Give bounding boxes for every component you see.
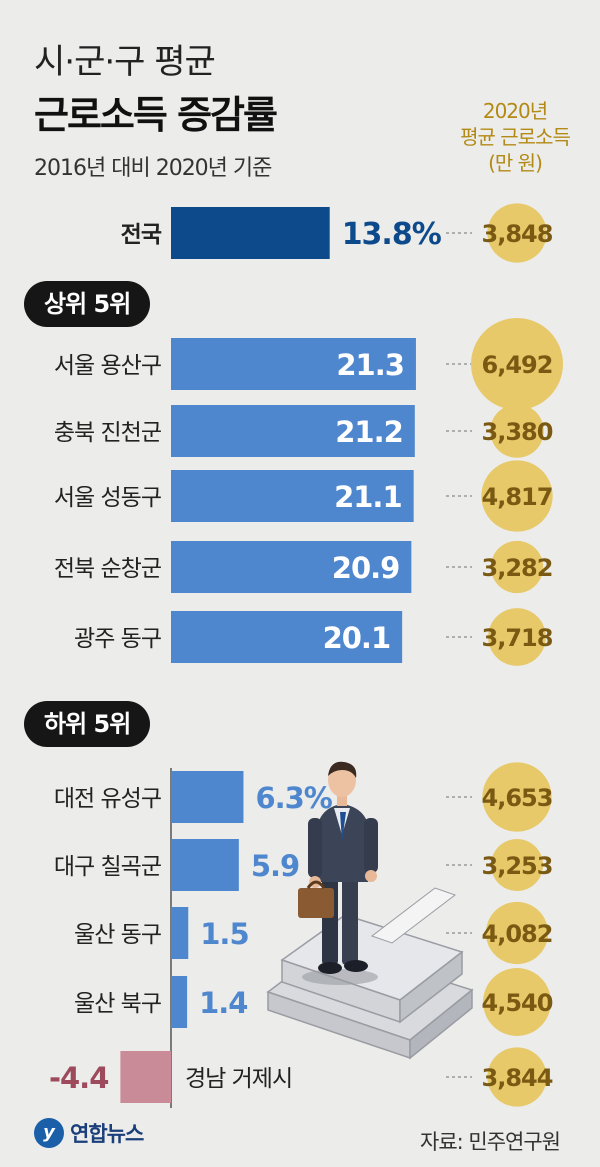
- bar-4: [171, 541, 412, 593]
- income-circle-5: [488, 608, 546, 666]
- income-label-7: 3,253: [482, 852, 553, 880]
- category-label-10: 경남 거제시: [185, 1066, 292, 1092]
- value-label-0: 13.8%: [342, 217, 442, 252]
- income-label-4: 3,282: [482, 554, 553, 582]
- value-label-4: 20.9: [332, 551, 400, 585]
- top5-badge: 상위 5위: [24, 281, 151, 327]
- income-circle-3: [481, 460, 553, 532]
- value-label-1: 21.3: [336, 348, 404, 382]
- bar-1: [171, 338, 416, 390]
- income-label-6: 4,653: [482, 784, 553, 812]
- subtitle: 2016년 대비 2020년 기준: [34, 156, 272, 181]
- value-label-7: 5.9: [251, 849, 299, 883]
- income-label-2: 3,380: [482, 418, 553, 446]
- category-label-8: 울산 동구: [74, 922, 161, 948]
- value-label-3: 21.1: [334, 480, 402, 514]
- income-circle-8: [485, 901, 549, 965]
- bar-3: [171, 470, 414, 522]
- income-label-1: 6,492: [482, 351, 553, 379]
- logo-text: 연합뉴스: [70, 1122, 144, 1146]
- source-note: 자료: 민주연구원: [420, 1130, 561, 1154]
- income-circle-9: [483, 968, 551, 1036]
- income-header-line-2: 평균 근로소득: [460, 125, 571, 149]
- bar-8: [171, 907, 189, 959]
- category-label-1: 서울 용산구: [54, 353, 161, 379]
- income-circle-4: [490, 540, 544, 594]
- bar-9: [171, 976, 188, 1028]
- bar-6: [171, 771, 244, 823]
- bar-2: [171, 405, 415, 457]
- income-label-9: 4,540: [482, 989, 553, 1017]
- category-label-6: 대전 유성구: [54, 786, 161, 812]
- category-label-9: 울산 북구: [74, 991, 161, 1017]
- value-label-8: 1.5: [200, 917, 248, 951]
- income-label-0: 3,848: [482, 220, 553, 248]
- title-line-2: 근로소득 증감률: [34, 93, 278, 137]
- bar-5: [171, 611, 403, 663]
- value-label-5: 20.1: [323, 621, 391, 655]
- income-circle-7: [491, 839, 543, 891]
- category-label-2: 충북 진천군: [54, 420, 161, 446]
- income-circle-10: [487, 1047, 547, 1107]
- income-circle-1: [471, 318, 563, 410]
- category-label-7: 대구 칠곡군: [54, 854, 161, 880]
- title-line-1: 시·군·구 평균: [34, 42, 216, 82]
- category-label-3: 서울 성동구: [54, 485, 161, 511]
- yonhap-logo: y 연합뉴스: [34, 1118, 144, 1148]
- bar-7: [171, 839, 239, 891]
- income-label-3: 4,817: [482, 483, 553, 511]
- income-label-10: 3,844: [482, 1064, 553, 1092]
- income-header-line-1: 2020년: [482, 99, 548, 123]
- category-label-5: 광주 동구: [74, 626, 161, 652]
- category-label-4: 전북 순창군: [54, 556, 161, 582]
- value-label-10: -4.4: [49, 1061, 108, 1095]
- income-label-8: 4,082: [482, 920, 553, 948]
- income-circle-2: [490, 404, 544, 458]
- value-label-2: 21.2: [335, 415, 403, 449]
- bar-0: [171, 207, 330, 259]
- value-label-6: 6.3%: [255, 781, 332, 815]
- bottom5-badge: 하위 5위: [24, 701, 151, 747]
- income-header-line-3: (만 원): [488, 151, 543, 175]
- value-label-9: 1.4: [199, 986, 247, 1020]
- bar-10: [120, 1051, 171, 1103]
- category-label-0: 전국: [121, 222, 162, 248]
- yonhap-logo-icon: y: [34, 1118, 64, 1148]
- income-label-5: 3,718: [482, 624, 553, 652]
- income-circle-6: [482, 762, 552, 832]
- income-circle-0: [487, 203, 547, 263]
